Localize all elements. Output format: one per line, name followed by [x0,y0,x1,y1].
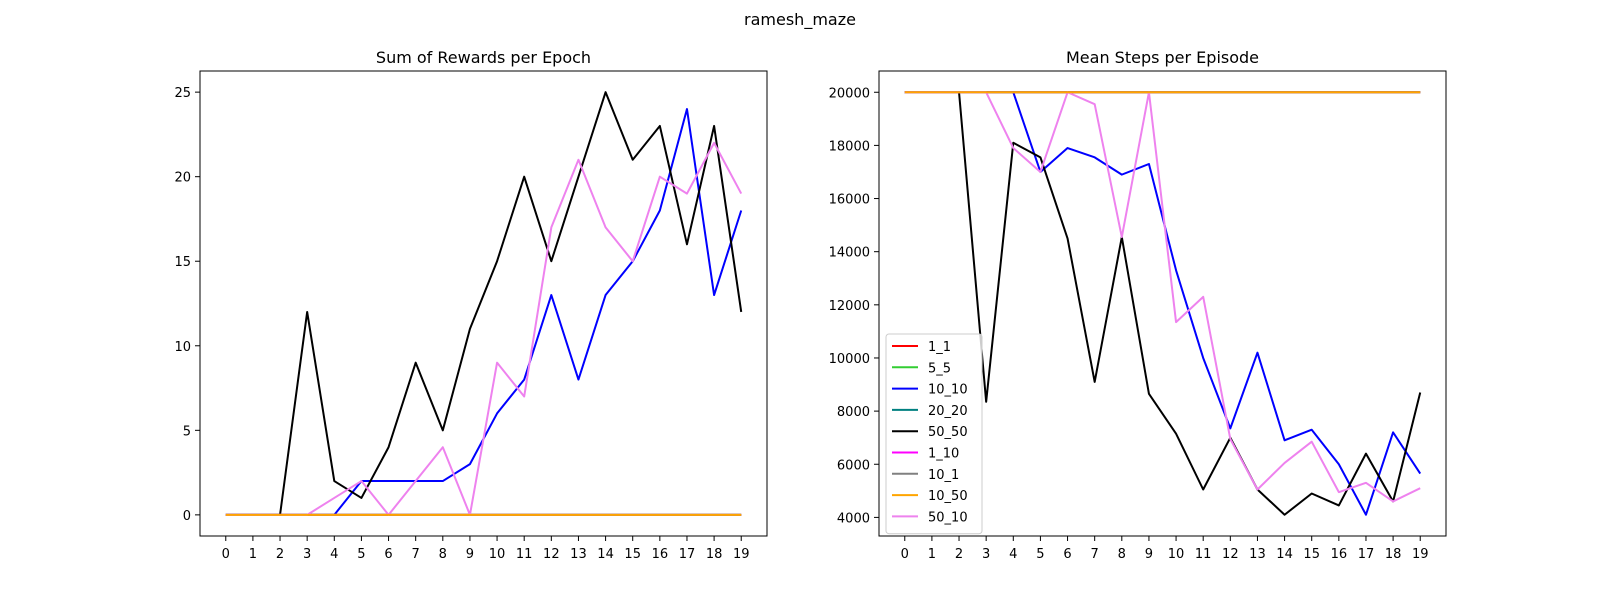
y-tick-label: 14000 [829,246,870,261]
y-tick-label: 0 [183,509,191,524]
series-line-50_10 [225,141,743,516]
x-tick-label: 10 [1168,547,1185,562]
series-line-50_10 [904,91,1421,503]
x-tick-label: 14 [1276,547,1293,562]
x-tick-label: 7 [412,547,420,562]
legend-label-50_10: 50_10 [928,510,968,525]
x-tick-label: 4 [330,547,338,562]
y-tick-label: 20000 [829,86,870,101]
legend-label-1_1: 1_1 [928,340,951,355]
x-tick-label: 1 [928,547,936,562]
y-tick-label: 6000 [837,458,870,473]
x-tick-label: 13 [570,547,587,562]
figure-suptitle: ramesh_maze [744,10,856,30]
x-tick-label: 10 [489,547,506,562]
y-tick-label: 4000 [837,511,870,526]
x-tick-label: 5 [1036,547,1044,562]
legend-label-50_50: 50_50 [928,425,968,440]
y-tick-label: 10000 [829,352,870,367]
x-tick-label: 15 [624,547,641,562]
y-tick-label: 12000 [829,299,870,314]
x-tick-label: 19 [733,547,750,562]
x-tick-label: 6 [384,547,392,562]
x-tick-label: 11 [1195,547,1212,562]
chart-title: Sum of Rewards per Epoch [376,48,591,67]
legend: 1_1 5_5 10_10 20_20 50_50 1_10 10_1 10_50 50_10 [885,333,983,535]
x-tick-label: 4 [1009,547,1017,562]
x-tick-label: 0 [901,547,909,562]
y-tick-label: 8000 [837,405,870,420]
x-tick-label: 5 [357,547,365,562]
legend-label-20_20: 20_20 [928,404,968,419]
x-tick-label: 7 [1091,547,1099,562]
chart-title: Mean Steps per Episode [1066,48,1259,67]
x-tick-label: 18 [1385,547,1402,562]
x-tick-label: 0 [222,547,230,562]
x-tick-label: 18 [706,547,723,562]
x-tick-label: 8 [439,547,447,562]
series-line-50_50 [225,91,743,516]
x-tick-label: 9 [1145,547,1153,562]
series-line-10_10 [225,108,743,516]
x-tick-label: 12 [543,547,560,562]
x-tick-label: 14 [597,547,614,562]
legend-label-5_5: 5_5 [928,361,951,376]
legend-label-10_10: 10_10 [928,383,968,398]
x-tick-label: 2 [276,547,284,562]
y-tick-label: 20 [174,171,191,186]
x-tick-label: 16 [1331,547,1348,562]
x-tick-label: 6 [1063,547,1071,562]
y-tick-label: 16000 [829,193,870,208]
y-tick-label: 18000 [829,139,870,154]
series-line-50_50 [904,91,1422,516]
x-tick-label: 2 [955,547,963,562]
legend-label-10_50: 10_50 [928,489,968,504]
x-tick-label: 13 [1249,547,1266,562]
x-tick-label: 15 [1303,547,1320,562]
y-tick-label: 15 [174,255,191,270]
x-tick-label: 8 [1118,547,1126,562]
legend-label-10_1: 10_1 [928,468,959,483]
legend-box [885,333,983,535]
legend-label-1_10: 1_10 [928,447,959,462]
x-tick-label: 3 [303,547,311,562]
plot-frame [199,70,768,537]
x-tick-label: 16 [652,547,669,562]
x-tick-label: 11 [516,547,533,562]
x-tick-label: 17 [1358,547,1375,562]
x-tick-label: 1 [249,547,257,562]
x-tick-label: 9 [466,547,474,562]
plot-frame [878,70,1447,537]
y-tick-label: 10 [174,340,191,355]
x-tick-label: 17 [679,547,696,562]
x-tick-label: 12 [1222,547,1239,562]
y-tick-label: 5 [183,424,191,439]
y-tick-label: 25 [174,86,191,101]
x-tick-label: 3 [982,547,990,562]
x-tick-label: 19 [1412,547,1429,562]
